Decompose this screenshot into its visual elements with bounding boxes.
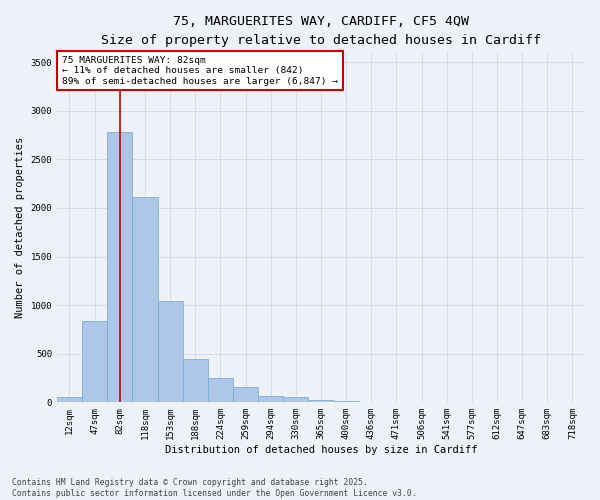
Bar [107,132,133,402]
Text: 75 MARGUERITES WAY: 82sqm
← 11% of detached houses are smaller (842)
89% of semi: 75 MARGUERITES WAY: 82sqm ← 11% of detac… [62,56,338,86]
Bar [158,301,182,402]
Bar [283,398,308,402]
Bar [133,197,158,402]
Bar [258,396,283,402]
Bar [334,401,359,402]
Bar [57,397,82,402]
X-axis label: Distribution of detached houses by size in Cardiff: Distribution of detached houses by size … [165,445,477,455]
Title: 75, MARGUERITES WAY, CARDIFF, CF5 4QW
Size of property relative to detached hous: 75, MARGUERITES WAY, CARDIFF, CF5 4QW Si… [101,15,541,47]
Bar [208,378,233,402]
Text: Contains HM Land Registry data © Crown copyright and database right 2025.
Contai: Contains HM Land Registry data © Crown c… [12,478,416,498]
Bar [308,400,334,402]
Bar [182,358,208,403]
Bar [233,387,258,402]
Y-axis label: Number of detached properties: Number of detached properties [15,136,25,318]
Bar [82,320,107,402]
